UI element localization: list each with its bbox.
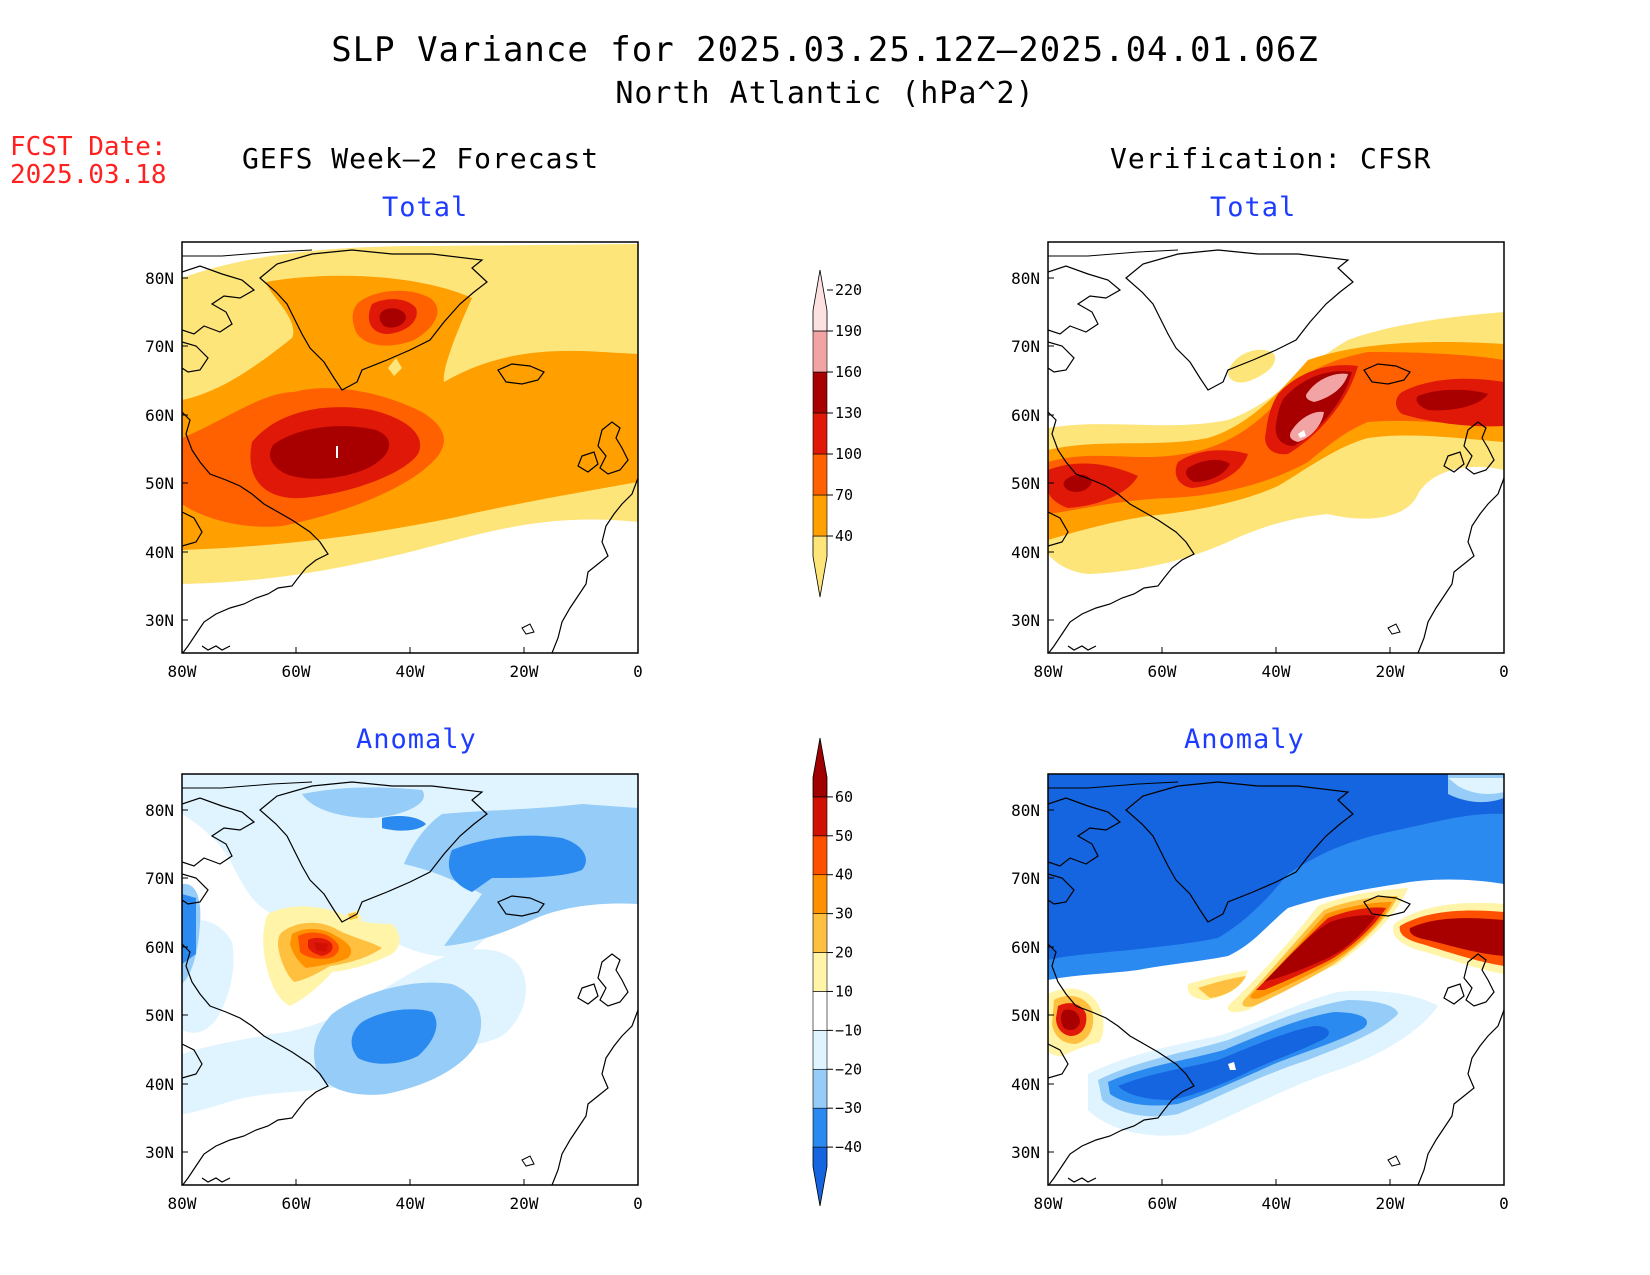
anomaly-colorbar-tick-label: 60	[835, 788, 853, 806]
forecast-total-lon-label: 60W	[282, 662, 311, 681]
verification-total-lat-label: 40N	[1011, 543, 1040, 562]
anomaly-colorbar-tick-label: 30	[835, 905, 853, 923]
total-colorbar-tick-label: 130	[835, 404, 862, 422]
axes-layer: 80W 60W 40W 20W 0 80N 70N 60N 50N 40N 30N 80W 60W 40W…	[145, 269, 1509, 1213]
verification-anomaly-lat-label: 80N	[1011, 801, 1040, 820]
anomaly-colorbar-tick-label: −20	[835, 1060, 862, 1078]
verification-total-lat-label: 60N	[1011, 406, 1040, 425]
forecast-total-lon-label: 20W	[510, 662, 539, 681]
verification-total-lon-label: 20W	[1376, 662, 1405, 681]
verification-anomaly-lat-label: 40N	[1011, 1075, 1040, 1094]
anomaly-colorbar-swatch	[812, 913, 828, 953]
verification-total-lat-label: 70N	[1011, 337, 1040, 356]
verification-anomaly-lon-label: 20W	[1376, 1194, 1405, 1213]
verification-total-lon-label: 40W	[1262, 662, 1291, 681]
total-colorbar-tick-label: 220	[835, 281, 862, 299]
fcst-date-label: FCST Date:	[10, 132, 167, 162]
forecast-anomaly-lat-label: 70N	[145, 869, 174, 888]
verification-anomaly-lon-label: 40W	[1262, 1194, 1291, 1213]
forecast-anomaly-lat-label: 40N	[145, 1075, 174, 1094]
verification-anomaly-lon-label: 60W	[1148, 1194, 1177, 1213]
forecast-anomaly-lon-label: 0	[633, 1194, 643, 1213]
anomaly-colorbar-swatch	[812, 874, 828, 914]
total-colorbar-tick-label: 190	[835, 322, 862, 340]
total-colorbar-tick-label: 100	[835, 445, 862, 463]
total-colorbar-swatch	[812, 535, 828, 598]
fcst-date-value: 2025.03.18	[10, 160, 167, 190]
anomaly-colorbar-tick-label: −40	[835, 1138, 862, 1156]
anomaly-colorbar-tick-label: 10	[835, 982, 853, 1000]
verification-total-lat-label: 50N	[1011, 474, 1040, 493]
page-title: SLP Variance for 2025.03.25.12Z–2025.04.…	[331, 30, 1319, 70]
anomaly-colorbar-swatch	[812, 1107, 828, 1148]
anomaly-colorbar-swatch	[812, 737, 828, 798]
verification-anomaly-lat-label: 60N	[1011, 938, 1040, 957]
forecast-total-lon-label: 40W	[396, 662, 425, 681]
anomaly-colorbar-swatch	[812, 835, 828, 876]
anomaly-colorbar: −40 −30 −20 −10 10 20 30 40 50 60	[812, 737, 862, 1207]
verification-total-title: Total	[1210, 192, 1297, 223]
anomaly-colorbar-swatch	[812, 1068, 828, 1109]
forecast-column-title: GEFS Week–2 Forecast	[242, 142, 600, 175]
total-colorbar-tick-label: 70	[835, 486, 853, 504]
anomaly-colorbar-tick-label: −10	[835, 1021, 862, 1039]
forecast-anomaly-lat-label: 80N	[145, 801, 174, 820]
total-colorbar-swatch	[812, 412, 828, 455]
page-subtitle: North Atlantic (hPa^2)	[615, 76, 1035, 111]
forecast-anomaly-lat-label: 30N	[145, 1143, 174, 1162]
forecast-total-lat-label: 70N	[145, 337, 174, 356]
verification-total-map	[1047, 241, 1505, 654]
anomaly-colorbar-tick-label: 50	[835, 827, 853, 845]
forecast-anomaly-lon-label: 20W	[510, 1194, 539, 1213]
total-colorbar: 40 70 100 130 160 190 220	[812, 269, 862, 598]
anomaly-colorbar-tick-label: 20	[835, 944, 853, 962]
forecast-total-map	[181, 241, 639, 654]
verification-anomaly-lat-label: 50N	[1011, 1006, 1040, 1025]
forecast-anomaly-lon-label: 60W	[282, 1194, 311, 1213]
forecast-total-lat-label: 60N	[145, 406, 174, 425]
verification-total-lon-label: 0	[1499, 662, 1509, 681]
anomaly-colorbar-tick-label: −30	[835, 1099, 862, 1117]
total-colorbar-swatch	[812, 371, 828, 414]
forecast-anomaly-lon-label: 40W	[396, 1194, 425, 1213]
verification-anomaly-lon-label: 0	[1499, 1194, 1509, 1213]
verification-anomaly-map	[1047, 773, 1505, 1186]
verification-total-lon-label: 80W	[1034, 662, 1063, 681]
forecast-total-lat-label: 30N	[145, 611, 174, 630]
verification-anomaly-lon-label: 80W	[1034, 1194, 1063, 1213]
forecast-total-title: Total	[382, 192, 469, 223]
forecast-anomaly-lat-label: 60N	[145, 938, 174, 957]
forecast-total-lon-label: 80W	[168, 662, 197, 681]
verification-anomaly-lat-label: 30N	[1011, 1143, 1040, 1162]
total-colorbar-swatch	[812, 269, 828, 332]
total-colorbar-swatch	[812, 453, 828, 496]
total-colorbar-tick-label: 160	[835, 363, 862, 381]
anomaly-colorbar-swatch	[812, 991, 828, 1031]
verification-anomaly-lat-label: 70N	[1011, 869, 1040, 888]
anomaly-colorbar-tick-label: 40	[835, 866, 853, 884]
forecast-anomaly-title: Anomaly	[356, 724, 477, 755]
total-colorbar-swatch	[812, 494, 828, 537]
verification-column-title: Verification: CFSR	[1110, 142, 1432, 175]
anomaly-colorbar-swatch	[812, 1030, 828, 1070]
forecast-total-lat-label: 80N	[145, 269, 174, 288]
total-colorbar-tick-label: 40	[835, 527, 853, 545]
forecast-total-lat-label: 40N	[145, 543, 174, 562]
total-colorbar-swatch	[812, 330, 828, 373]
forecast-total-lon-label: 0	[633, 662, 643, 681]
verification-total-lat-label: 30N	[1011, 611, 1040, 630]
anomaly-colorbar-swatch	[812, 952, 828, 992]
forecast-anomaly-lat-label: 50N	[145, 1006, 174, 1025]
verification-total-lon-label: 60W	[1148, 662, 1177, 681]
forecast-anomaly-lon-label: 80W	[168, 1194, 197, 1213]
forecast-total-lat-label: 50N	[145, 474, 174, 493]
forecast-anomaly-map	[181, 773, 639, 1186]
verification-anomaly-title: Anomaly	[1184, 724, 1305, 755]
verification-total-lat-label: 80N	[1011, 269, 1040, 288]
anomaly-colorbar-swatch	[812, 1146, 828, 1207]
anomaly-colorbar-swatch	[812, 796, 828, 837]
